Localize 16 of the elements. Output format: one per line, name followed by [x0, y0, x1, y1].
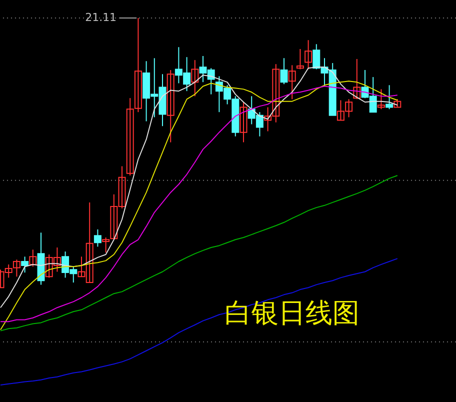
- candlestick: [386, 84, 394, 110]
- candlestick: [166, 70, 174, 143]
- candlestick: [240, 102, 248, 143]
- candlestick: [29, 249, 37, 268]
- candlestick: [102, 237, 110, 254]
- candlestick: [296, 48, 304, 70]
- candlestick: [280, 58, 288, 85]
- candlestick: [288, 64, 296, 100]
- candlestick: [191, 60, 199, 97]
- candlestick: [21, 256, 29, 274]
- candlestick: [94, 228, 102, 248]
- candlestick: [12, 259, 20, 278]
- candlestick: [304, 40, 312, 70]
- candlestick: [353, 58, 361, 100]
- annotation: 21.11: [85, 11, 117, 24]
- candlestick: [377, 88, 385, 110]
